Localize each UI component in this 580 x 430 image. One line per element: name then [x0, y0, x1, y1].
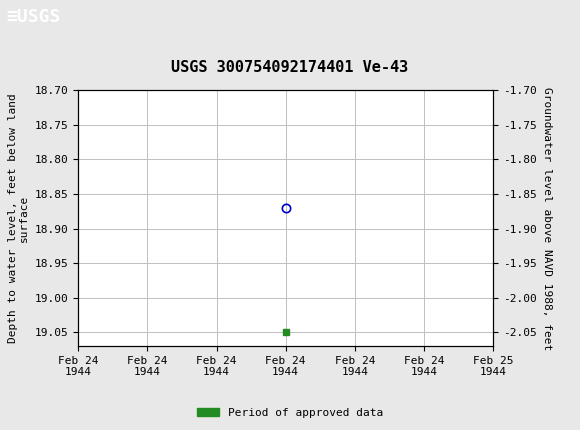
Y-axis label: Groundwater level above NAVD 1988, feet: Groundwater level above NAVD 1988, feet: [542, 86, 552, 350]
Y-axis label: Depth to water level, feet below land
surface: Depth to water level, feet below land su…: [8, 93, 29, 343]
Text: ≡USGS: ≡USGS: [6, 9, 60, 27]
Text: USGS 300754092174401 Ve-43: USGS 300754092174401 Ve-43: [171, 60, 409, 75]
Legend: Period of approved data: Period of approved data: [193, 403, 387, 422]
